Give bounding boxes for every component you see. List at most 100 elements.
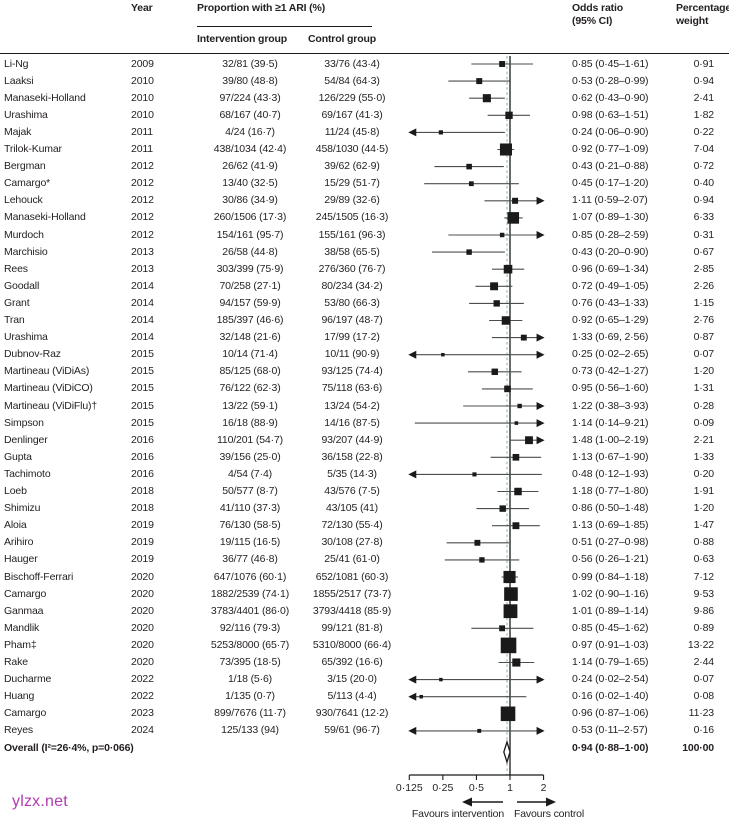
- study-name: Tachimoto: [4, 467, 51, 480]
- table-row: Murdoch 2012 154/161 (95·7) 155/161 (96·3) 0…: [0, 228, 729, 243]
- study-name: Denlinger: [4, 433, 48, 446]
- control-value: 930/7641 (12·2): [315, 707, 389, 720]
- control-value: 93/125 (74·4): [321, 365, 383, 378]
- odds-ratio-value: 0·96 (0·69–1·34): [572, 262, 649, 275]
- table-row: Huang 2022 1/135 (0·7) 5/113 (4·4) 0·16 (0·0…: [0, 689, 729, 704]
- intervention-value: 76/130 (58·5): [219, 519, 281, 532]
- or-point-square: [476, 78, 483, 85]
- weight-value: 0·72: [693, 160, 715, 173]
- table-row: Marchisio 2013 26/58 (44·8) 38/58 (65·5) 0·4…: [0, 245, 729, 260]
- or-point-square: [466, 163, 472, 170]
- odds-ratio-value: 0·94 (0·88–1·00): [572, 741, 649, 754]
- study-year: 2015: [131, 416, 154, 429]
- study-year: 2009: [131, 57, 154, 70]
- study-year: 2016: [131, 467, 154, 480]
- favours-intervention-label: Favours intervention: [411, 808, 505, 820]
- or-point-square: [477, 728, 482, 733]
- weight-value: 0·16: [693, 724, 715, 737]
- control-value: 17/99 (17·2): [324, 331, 380, 344]
- intervention-value: 41/110 (37·3): [219, 502, 281, 515]
- weight-value: 1·91: [693, 485, 715, 497]
- study-name: Hauger: [4, 553, 38, 566]
- study-year: 2012: [131, 228, 154, 241]
- odds-ratio-value: 1·48 (1·00–2·19): [572, 433, 649, 446]
- study-year: 2019: [131, 553, 154, 566]
- study-year: 2022: [131, 673, 154, 686]
- or-point-square: [520, 334, 527, 341]
- study-year: 2016: [131, 433, 154, 446]
- intervention-value: 438/1034 (42·4): [213, 143, 287, 155]
- intervention-value: 260/1506 (17·3): [213, 211, 287, 224]
- control-value: 30/108 (27·8): [321, 536, 383, 549]
- or-point-square: [507, 212, 520, 224]
- proportion-header-rule: [197, 26, 372, 28]
- study-year: 2015: [131, 382, 154, 395]
- weight-value: 0·67: [693, 245, 715, 258]
- or-point-square: [517, 403, 522, 409]
- study-name: Ganmaa: [4, 604, 44, 617]
- study-year: 2020: [131, 621, 154, 634]
- intervention-value: 68/167 (40·7): [219, 108, 281, 121]
- intervention-value: 5253/8000 (65·7): [210, 638, 290, 651]
- left-clip-arrow-icon: [408, 675, 417, 684]
- weight-value: 13·22: [687, 638, 714, 651]
- weight-value: 2·41: [693, 91, 715, 104]
- control-value: 5310/8000 (66·4): [312, 638, 392, 651]
- weight-value: 6·33: [693, 211, 715, 224]
- control-value: 36/158 (22·8): [321, 450, 383, 463]
- weight-value: 7·12: [693, 570, 715, 583]
- or-point-square: [505, 111, 513, 119]
- odds-ratio-value: 1·07 (0·89–1·30): [572, 211, 649, 224]
- study-year: 2015: [131, 365, 154, 378]
- or-point-square: [419, 694, 424, 699]
- study-name: Camargo*: [4, 177, 51, 190]
- study-name: Rake: [4, 656, 28, 668]
- weight-value: 0·88: [693, 536, 715, 549]
- weight-value: 1·47: [693, 519, 715, 532]
- column-header-year: Year: [131, 2, 153, 14]
- table-row: Bischoff-Ferrari 2020 647/1076 (60·1) 652/1…: [0, 570, 729, 585]
- table-row: Loeb 2018 50/577 (8·7) 43/576 (7·5) 1·18 (0·…: [0, 484, 729, 499]
- intervention-value: 125/133 (94): [221, 724, 279, 737]
- odds-ratio-value: 0·86 (0·50–1·48): [572, 502, 649, 515]
- control-value: 96/197 (48·7): [321, 314, 383, 326]
- control-value: 15/29 (51·7): [324, 177, 380, 190]
- table-row: Urashima 2014 32/148 (21·6) 17/99 (17·2) 1·3…: [0, 330, 729, 345]
- study-year: 2014: [131, 279, 154, 292]
- intervention-value: 94/157 (59·9): [219, 296, 281, 309]
- control-value: 3793/4418 (85·9): [312, 604, 392, 617]
- table-row: Rake 2020 73/395 (18·5) 65/392 (16·6) 1·14 (…: [0, 655, 729, 670]
- weight-value: 9·53: [693, 587, 715, 600]
- study-name: Overall (I²=26·4%, p=0·066): [4, 741, 134, 754]
- table-row: Camargo 2023 899/7676 (11·7) 930/7641 (12·2…: [0, 706, 729, 721]
- study-year: 2022: [131, 690, 154, 703]
- table-row: Laaksi 2010 39/80 (48·8) 54/84 (64·3) 0·53 (…: [0, 74, 729, 89]
- weight-value: 0·07: [693, 673, 715, 686]
- table-row: Reyes 2024 125/133 (94) 59/61 (96·7) 0·53 (0…: [0, 723, 729, 738]
- control-value: 69/167 (41·3): [321, 108, 383, 121]
- study-year: 2014: [131, 314, 154, 326]
- odds-ratio-value: 0·48 (0·12–1·93): [572, 467, 649, 480]
- study-name: Dubnov-Raz: [4, 348, 61, 361]
- odds-ratio-value: 0·92 (0·77–1·09): [572, 143, 649, 155]
- intervention-value: 26/62 (41·9): [222, 160, 278, 173]
- intervention-value: 36/77 (46·8): [222, 553, 278, 566]
- column-header-proportion: Proportion with ≥1 ARI (%): [197, 2, 326, 14]
- odds-ratio-value: 0·43 (0·21–0·88): [572, 160, 649, 173]
- control-value: 25/41 (61·0): [324, 553, 380, 566]
- table-row: Tachimoto 2016 4/54 (7·4) 5/35 (14·3) 0·48 (…: [0, 467, 729, 482]
- control-value: 75/118 (63·6): [321, 382, 383, 395]
- weight-value: 0·91: [693, 57, 715, 70]
- odds-ratio-value: 1·13 (0·67–1·90): [572, 450, 649, 463]
- odds-ratio-value: 0·53 (0·11–2·57): [572, 724, 648, 737]
- favours-intervention-arrow-icon: [462, 797, 472, 807]
- odds-ratio-value: 0·43 (0·20–0·90): [572, 245, 649, 258]
- weight-value: 0·20: [693, 467, 715, 480]
- study-name: Trilok-Kumar: [4, 143, 62, 155]
- table-row: Trilok-Kumar 2011 438/1034 (42·4) 458/1030 …: [0, 142, 729, 157]
- study-year: 2019: [131, 519, 154, 532]
- weight-value: 1·20: [693, 502, 715, 515]
- or-point-square: [482, 94, 491, 103]
- weight-value: 0·31: [693, 228, 715, 241]
- odds-ratio-value: 1·02 (0·90–1·16): [572, 587, 649, 600]
